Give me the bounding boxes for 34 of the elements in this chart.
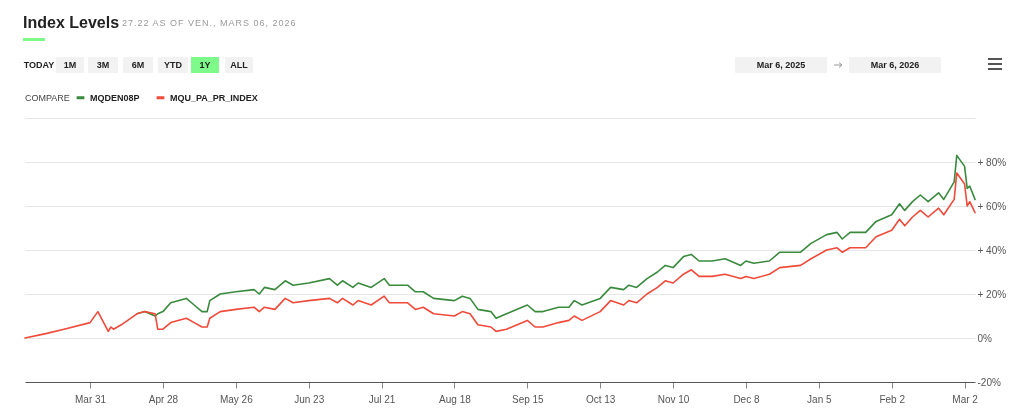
chart-subtitle: 27.22 AS OF VEN., MARS 06, 2026 — [122, 18, 297, 28]
text: TODAY — [23, 59, 55, 72]
x-tick-label: Oct 13 — [585, 393, 616, 405]
x-tick-label: Jan 5 — [807, 393, 832, 405]
x-tick-label: Jun 23 — [294, 393, 325, 405]
text: ALL — [225, 57, 253, 73]
x-tick-label: Mar 2 — [952, 393, 979, 405]
y-tick-label: + 80% — [977, 156, 1007, 168]
text: Mar 6, 2026 — [849, 57, 941, 73]
x-tick-label: Dec 8 — [733, 393, 760, 405]
legend-title: COMPARE — [25, 93, 70, 103]
text: 3M — [88, 57, 118, 73]
y-tick-label: + 20% — [977, 288, 1007, 300]
y-tick-label: + 40% — [977, 244, 1007, 256]
x-tick-label: Aug 18 — [439, 393, 472, 405]
x-tick-label: Nov 10 — [657, 393, 690, 405]
y-tick-label: + 60% — [977, 200, 1007, 212]
text: 1M — [56, 57, 84, 73]
legend-label: MQU_PA_PR_INDEX — [170, 92, 258, 103]
y-tick-label: 0% — [977, 332, 993, 344]
text: 6M — [123, 57, 153, 73]
x-tick-label: Jul 21 — [368, 393, 396, 405]
x-tick-label: May 26 — [219, 393, 254, 405]
line-series — [24, 172, 976, 339]
text: 1Y — [191, 57, 219, 73]
x-tick-label: Feb 2 — [879, 393, 906, 405]
text: Mar 6, 2025 — [735, 57, 827, 73]
text: YTD — [158, 57, 188, 73]
chart-title: Index Levels — [23, 14, 120, 32]
x-tick-label: Apr 28 — [148, 393, 179, 405]
legend-label: MQDEN08P — [90, 92, 140, 103]
x-tick-label: Sep 15 — [511, 393, 545, 405]
x-tick-label: Mar 31 — [75, 393, 107, 405]
y-tick-label: -20% — [977, 376, 1001, 388]
